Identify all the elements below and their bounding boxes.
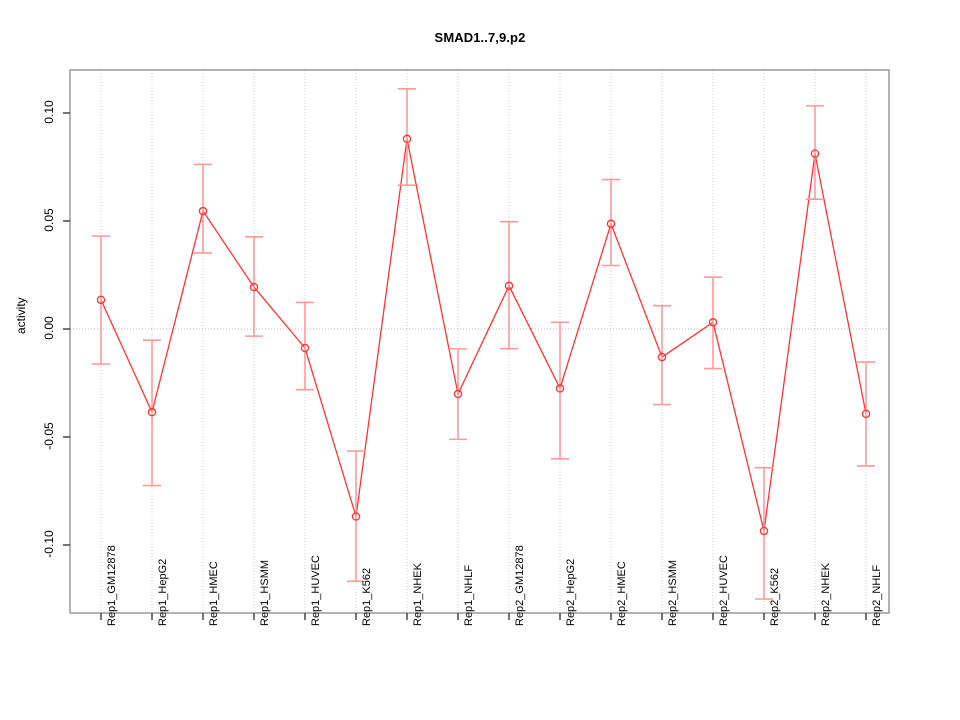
x-tick-label: Rep1_HSMM <box>259 559 271 626</box>
data-point-marker <box>708 318 718 327</box>
data-point-marker <box>147 407 157 417</box>
y-tick-label: -0.05 <box>42 422 56 450</box>
data-point-marker <box>606 219 616 229</box>
data-point-markers-group <box>96 134 871 536</box>
x-tick-label: Rep1_HUVEC <box>310 555 322 626</box>
x-tick-label: Rep2_NHLF <box>871 564 883 626</box>
data-point-marker <box>300 343 310 353</box>
x-tick-label: Rep1_NHLF <box>463 564 475 626</box>
data-point-marker <box>861 409 871 419</box>
data-point-marker <box>555 384 565 393</box>
x-tick-label: Rep1_HMEC <box>208 561 220 626</box>
gridlines-group <box>100 70 867 613</box>
x-tick-label: Rep1_NHEK <box>412 563 424 626</box>
data-point-marker <box>759 526 769 536</box>
x-tick-label: Rep1_HepG2 <box>157 558 169 626</box>
x-tick-label: Rep1_K562 <box>361 567 373 626</box>
data-point-marker <box>810 149 820 158</box>
data-point-marker <box>657 352 667 362</box>
error-bars-group <box>92 88 875 600</box>
plot-frame <box>69 69 890 614</box>
x-tick-label: Rep2_GM12878 <box>514 545 526 626</box>
data-point-marker <box>351 512 361 521</box>
x-tick-marks-group <box>100 613 867 620</box>
data-point-marker <box>249 282 259 292</box>
x-tick-label: Rep2_HMEC <box>616 561 628 626</box>
x-tick-label: Rep2_HUVEC <box>718 555 730 626</box>
data-point-marker <box>504 281 514 291</box>
y-tick-label: 0.10 <box>42 100 56 124</box>
x-tick-label: Rep2_HepG2 <box>565 558 577 626</box>
y-tick-marks-group <box>63 112 70 546</box>
x-tick-label: Rep1_GM12878 <box>106 545 118 626</box>
y-tick-label: 0.05 <box>42 208 56 232</box>
x-tick-label: Rep2_NHEK <box>820 563 832 626</box>
x-tick-label: Rep2_HSMM <box>667 559 679 626</box>
data-point-marker <box>198 206 208 216</box>
y-tick-label: -0.10 <box>42 530 56 558</box>
x-tick-label: Rep2_K562 <box>769 567 781 626</box>
data-point-marker <box>402 134 412 144</box>
data-point-marker <box>96 295 106 305</box>
chart-title: SMAD1..7,9.p2 <box>434 30 526 45</box>
series-line <box>100 138 867 532</box>
data-point-marker <box>453 389 463 399</box>
y-tick-label: 0.00 <box>42 316 56 340</box>
